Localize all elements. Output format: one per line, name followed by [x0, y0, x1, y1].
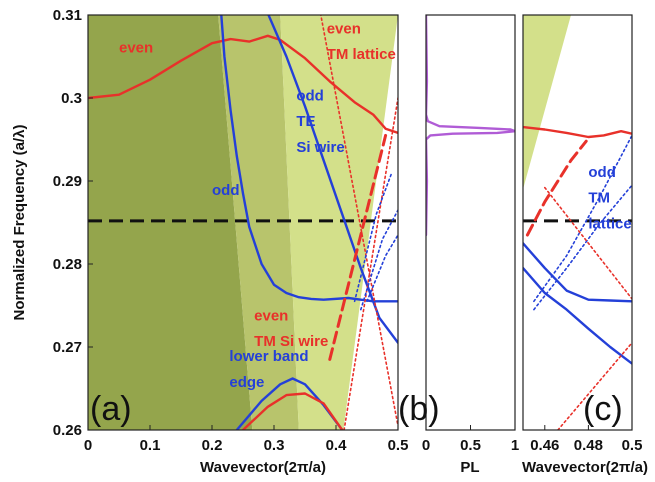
panel-label-b: (b): [398, 390, 440, 428]
x-axis-title-b: PL: [460, 459, 479, 476]
series-a-10: [241, 392, 344, 430]
x-tick-label-a-3: 0.3: [264, 437, 285, 454]
annotation-a-8: TM Si wire: [254, 333, 328, 350]
x-tick-label-b-0: 0: [422, 437, 430, 454]
series-c-3: [523, 266, 632, 365]
panel-label-a: (a): [90, 390, 132, 428]
series-a-7: [360, 209, 398, 311]
region-a-2: [280, 15, 398, 430]
x-tick-label-a-0: 0: [84, 437, 92, 454]
x-tick-label-a-5: 0.5: [388, 437, 409, 454]
panel-a: even odd odd TE Si wire even TM lattice even TM …: [11, 7, 408, 476]
panel-c: odd TM lattice 0.46 0.48 0.5 (c) Wavevector(2π/…: [522, 14, 648, 476]
series-a-6: [353, 171, 393, 303]
series-c-6: [544, 186, 632, 300]
x-tick-label-a-2: 0.2: [202, 437, 223, 454]
y-tick-label-4: 0.3: [61, 90, 82, 107]
annotation-c-1: TM: [588, 190, 610, 207]
y-tick-label-2: 0.28: [53, 256, 82, 273]
x-tick-label-b-1: 0.5: [460, 437, 481, 454]
x-tick-label-c-1: 0.48: [574, 437, 603, 454]
region-c-0: [523, 15, 571, 190]
annotation-a-9: lower band: [229, 348, 308, 365]
y-tick-label-5: 0.31: [53, 7, 82, 24]
y-tick-label-0: 0.26: [53, 422, 82, 439]
series-c-5: [533, 184, 632, 311]
annotation-a-10: edge: [229, 374, 264, 391]
annotation-a-2: odd: [296, 87, 324, 104]
annotation-a-1: odd: [212, 182, 240, 199]
series-a-4: [320, 15, 398, 427]
series-c-2: [523, 242, 632, 303]
annotation-c-0: odd: [588, 164, 616, 181]
x-tick-label-c-0: 0.46: [530, 437, 559, 454]
x-axis-title-c: Wavevector(2π/a): [522, 459, 648, 476]
y-tick-label-1: 0.27: [53, 339, 82, 356]
series-c-1: [525, 139, 588, 237]
x-tick-label-a-1: 0.1: [140, 437, 161, 454]
series-c-7: [557, 342, 632, 430]
x-tick-label-b-2: 1: [511, 437, 519, 454]
region-a-1: [218, 15, 299, 430]
series-c-4: [533, 134, 632, 303]
series-b-0: [426, 15, 515, 237]
panel-frame-c: [522, 14, 633, 431]
annotation-a-3: TE: [296, 113, 315, 130]
series-a-8: [366, 234, 398, 303]
plot-area-a: [88, 15, 398, 430]
annotation-a-4: Si wire: [296, 139, 344, 156]
x-tick-label-c-2: 0.5: [622, 437, 643, 454]
panel-b: 0 0.5 1 (b) PL: [398, 14, 519, 476]
annotation-a-7: even: [254, 307, 288, 324]
series-a-3: [328, 133, 388, 361]
annotation-a-6: TM lattice: [327, 46, 396, 63]
x-tick-label-a-4: 0.4: [326, 437, 348, 454]
series-c-0: [523, 125, 632, 139]
x-axis-title-a: Wavevector(2π/a): [200, 459, 326, 476]
series-a-5: [343, 97, 398, 430]
panel-frame-b: [425, 14, 516, 431]
annotation-a-5: even: [327, 20, 361, 37]
y-tick-label-3: 0.29: [53, 173, 82, 190]
panel-label-c: (c): [583, 390, 623, 428]
plot-area-c: [523, 15, 632, 430]
plot-area-b: [426, 15, 515, 237]
annotation-a-0: even: [119, 39, 153, 56]
annotation-c-2: lattice: [588, 215, 631, 232]
y-axis-title: Normalized Frequency (a/λ): [11, 125, 28, 321]
series-a-0: [88, 34, 398, 135]
panel-frame-a: [87, 14, 399, 431]
region-a-0: [88, 15, 253, 430]
